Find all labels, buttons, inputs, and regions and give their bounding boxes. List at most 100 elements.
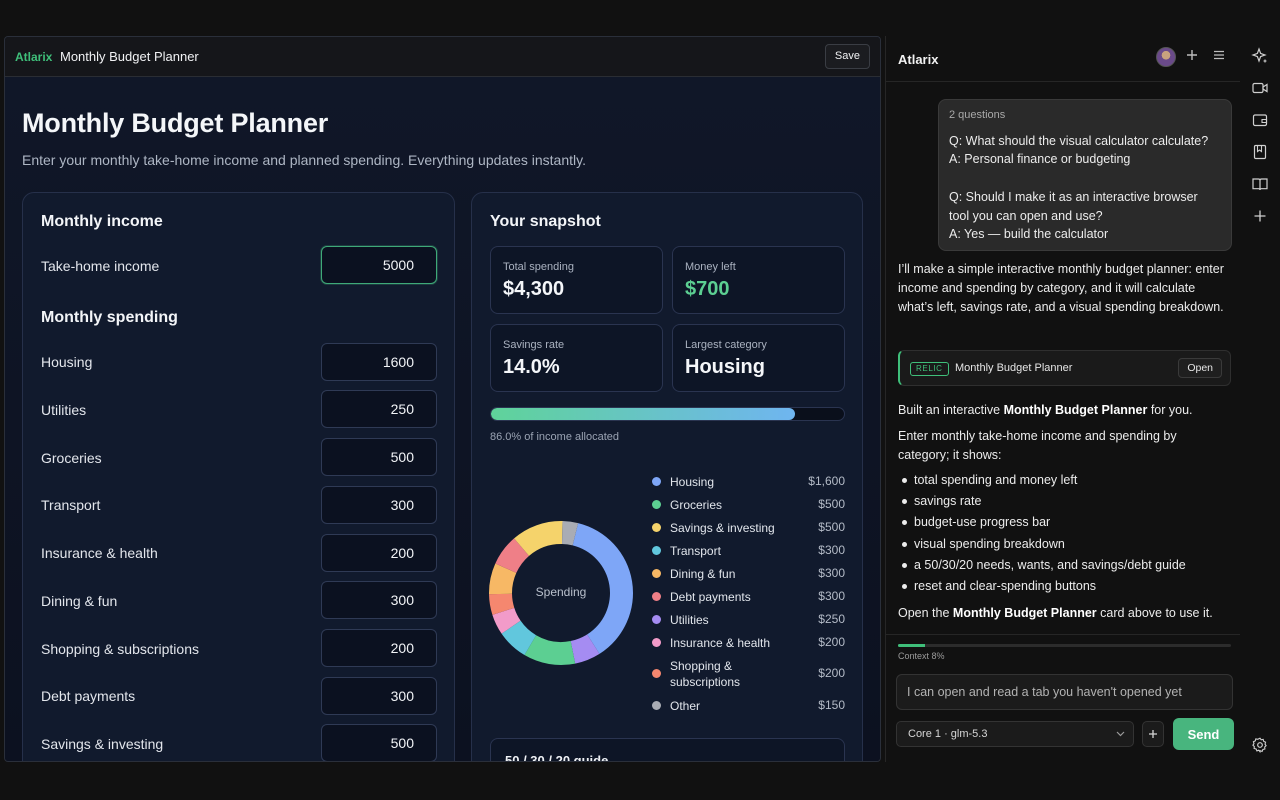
spending-input-utilities[interactable]: 250	[321, 390, 437, 428]
donut-slice-utilities	[570, 634, 600, 664]
legend-label: Insurance & health	[670, 636, 771, 650]
icon-rail	[1241, 36, 1280, 762]
legend-label: Transport	[670, 544, 721, 558]
os-bottom-bar	[0, 764, 1280, 800]
legend-swatch	[652, 638, 661, 647]
spending-label-groceries: Groceries	[41, 450, 102, 466]
sparkle-icon[interactable]	[1251, 47, 1269, 65]
relic-card[interactable]: RELIC Monthly Budget Planner Open	[898, 350, 1231, 386]
spending-heading: Monthly spending	[41, 309, 178, 326]
stat-largest-category: Largest category Housing	[672, 324, 845, 392]
legend-item: Transport $300	[652, 543, 845, 559]
list-item: reset and clear-spending buttons	[898, 576, 1228, 597]
legend-label: Other	[670, 699, 701, 713]
legend-swatch	[652, 615, 661, 624]
attach-plus-button[interactable]	[1142, 721, 1164, 747]
legend-swatch	[652, 669, 661, 678]
bookmark-icon[interactable]	[1251, 143, 1269, 161]
legend-swatch	[652, 523, 661, 532]
built-suffix: for you.	[1147, 403, 1193, 417]
assistant-open-line: Open the Monthly Budget Planner card abo…	[898, 604, 1228, 623]
spending-input-housing[interactable]: 1600	[321, 343, 437, 381]
income-input[interactable]: 5000	[321, 246, 437, 284]
donut-slice-shopping-subscriptions	[489, 593, 515, 615]
donut-slice-debt-payments	[495, 538, 530, 573]
spending-input-groceries[interactable]: 500	[321, 438, 437, 476]
spending-label-savings: Savings & investing	[41, 736, 164, 752]
menu-icon[interactable]	[1210, 48, 1228, 66]
list-item: a 50/30/20 needs, wants, and savings/deb…	[898, 555, 1228, 576]
legend-swatch	[652, 546, 661, 555]
plus-icon[interactable]	[1251, 207, 1269, 225]
spending-label-dining: Dining & fun	[41, 593, 118, 609]
feature-list: total spending and money left savings ra…	[898, 470, 1228, 597]
legend-item: Groceries $500	[652, 497, 845, 513]
os-top-bar	[0, 0, 1280, 34]
spending-input-transport[interactable]: 300	[321, 486, 437, 524]
legend-label: Housing	[670, 475, 715, 489]
assistant-enter-line: Enter monthly take-home income and spend…	[898, 429, 1177, 462]
spending-input-shopping[interactable]: 200	[321, 629, 437, 667]
spending-input-savings[interactable]: 500	[321, 724, 437, 761]
snapshot-heading: Your snapshot	[490, 213, 601, 230]
donut-slice-other	[562, 521, 579, 546]
page-title: Monthly Budget Planner	[22, 108, 329, 138]
app-body: Monthly Budget Planner Enter your monthl…	[5, 77, 880, 761]
legend-item: Debt payments $300	[652, 589, 845, 605]
legend-value: $200	[818, 635, 845, 649]
legend-swatch	[652, 500, 661, 509]
send-button[interactable]: Send	[1173, 718, 1234, 750]
built-bold: Monthly Budget Planner	[1003, 403, 1148, 417]
spending-input-debt[interactable]: 300	[321, 677, 437, 715]
legend-value: $500	[818, 497, 845, 511]
donut-slice-housing	[572, 523, 633, 654]
plus-icon[interactable]	[1183, 48, 1201, 66]
chat-title: Atlarix	[898, 52, 939, 67]
legend-label: Savings & investing	[670, 521, 775, 535]
context-usage-bar	[898, 644, 1231, 647]
spending-input-insurance[interactable]: 200	[321, 534, 437, 572]
spending-donut-chart	[489, 521, 633, 665]
settings-icon[interactable]	[1251, 736, 1269, 754]
chat-header: Atlarix	[886, 36, 1240, 82]
legend-swatch	[652, 569, 661, 578]
list-item: budget-use progress bar	[898, 512, 1228, 533]
relic-open-button[interactable]: Open	[1178, 358, 1222, 378]
question-1: Q: What should the visual calculator cal…	[949, 134, 1209, 148]
stat-label: Total spending	[503, 261, 574, 273]
spending-label-debt: Debt payments	[41, 688, 136, 704]
spending-label-utilities: Utilities	[41, 402, 87, 418]
legend-item: Shopping & subscriptions $200	[652, 658, 845, 690]
answer-2: A: Yes — build the calculator	[949, 227, 1109, 241]
legend-label: Dining & fun	[670, 567, 736, 581]
assistant-chat-panel: Atlarix 2 questions Q: What should the v…	[885, 36, 1240, 762]
progress-fill	[491, 408, 795, 420]
avatar[interactable]	[1156, 47, 1176, 67]
legend-label: Shopping & subscriptions	[670, 659, 741, 689]
budget-app-window: Atlarix Monthly Budget Planner Save Mont…	[4, 36, 881, 762]
model-select[interactable]: Core 1 · glm-5.3	[896, 721, 1134, 747]
legend-value: $300	[818, 589, 845, 603]
legend-item: Utilities $250	[652, 612, 845, 628]
stat-value: $700	[685, 278, 730, 300]
income-allocated-progress	[490, 407, 845, 421]
questions-count: 2 questions	[949, 109, 1006, 121]
chevron-down-icon	[1116, 722, 1125, 756]
chat-message-input[interactable]	[896, 674, 1233, 710]
wallet-icon[interactable]	[1251, 111, 1269, 129]
book-icon[interactable]	[1251, 175, 1269, 193]
income-label: Take-home income	[41, 258, 160, 274]
relic-badge: RELIC	[910, 362, 949, 376]
donut-center-label: Spending	[535, 585, 587, 599]
spending-input-dining[interactable]: 300	[321, 581, 437, 619]
save-button[interactable]: Save	[824, 44, 870, 69]
list-item: visual spending breakdown	[898, 534, 1228, 555]
donut-slice-insurance-health	[492, 607, 521, 634]
video-icon[interactable]	[1251, 79, 1269, 97]
legend-swatch	[652, 477, 661, 486]
list-item: savings rate	[898, 491, 1228, 512]
legend-value: $200	[818, 666, 845, 680]
question-2-continued: tool you can open and use?	[949, 209, 1103, 223]
legend-value: $250	[818, 612, 845, 626]
donut-slice-dining-fun	[489, 563, 517, 595]
